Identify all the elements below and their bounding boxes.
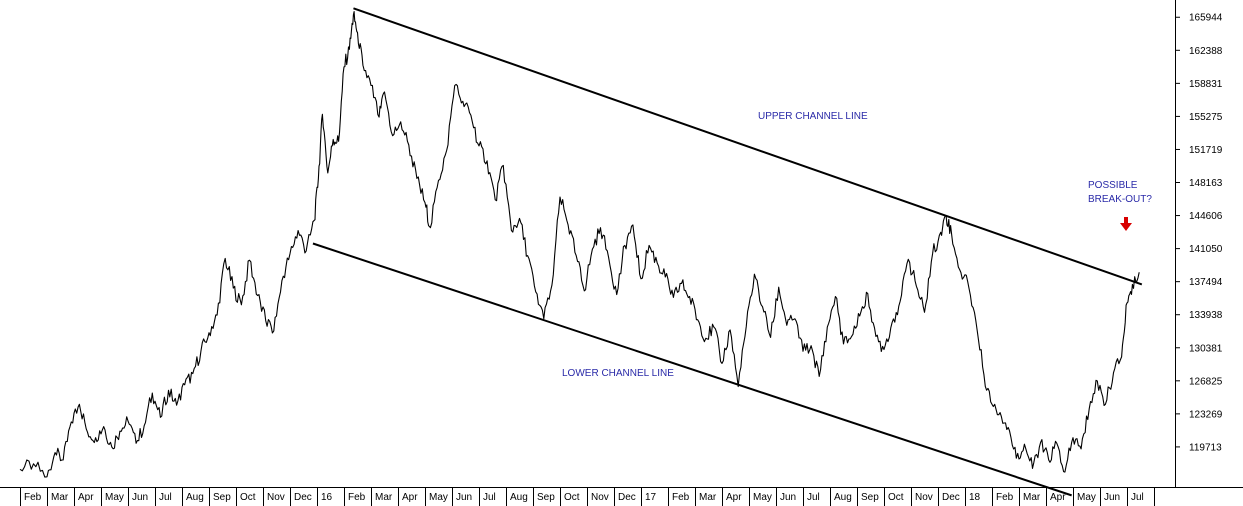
x-tick-label: Apr <box>78 492 94 503</box>
x-tick-label: Sep <box>861 492 879 503</box>
breakout-label-line2: BREAK-OUT? <box>1088 194 1152 205</box>
lower-channel-line <box>312 242 1072 497</box>
y-tick-label: 148163 <box>1189 178 1223 189</box>
x-tick-label: Sep <box>213 492 231 503</box>
y-ticks-layer: 165944 162388 158831 155275 151719 148163 1446… <box>1175 13 1223 453</box>
x-tick-label: Aug <box>186 492 204 503</box>
y-tick-label: 137494 <box>1189 277 1223 288</box>
x-tick-label: Feb <box>24 492 42 503</box>
x-tick-label: Nov <box>591 492 609 503</box>
down-arrow-icon <box>1120 217 1132 231</box>
x-tick-label: Feb <box>672 492 690 503</box>
annotations-layer: UPPER CHANNEL LINE LOWER CHANNEL LINE PO… <box>562 111 1152 379</box>
x-tick-label: Mar <box>699 492 717 503</box>
x-tick-label: Apr <box>402 492 418 503</box>
x-tick-label: Mar <box>51 492 69 503</box>
y-tick-label: 133938 <box>1189 310 1223 321</box>
x-tick-label: Jul <box>807 492 820 503</box>
x-tick-label: Mar <box>1023 492 1041 503</box>
x-tick-label: Jul <box>159 492 172 503</box>
x-tick-label: Oct <box>888 492 904 503</box>
y-tick-label: 151719 <box>1189 145 1223 156</box>
lower-channel-label: LOWER CHANNEL LINE <box>562 368 674 379</box>
x-tick-label: Oct <box>240 492 256 503</box>
x-ticks-layer: Feb Mar Apr May Jun Jul Aug Sep Oct Nov Dec 16 Feb Ma… <box>20 487 1155 506</box>
x-tick-label: Feb <box>996 492 1014 503</box>
x-tick-label: Apr <box>726 492 742 503</box>
x-tick-label: Nov <box>915 492 933 503</box>
y-tick-label: 130381 <box>1189 343 1223 354</box>
x-tick-label: Sep <box>537 492 555 503</box>
x-tick-label: Oct <box>564 492 580 503</box>
x-tick-label: Nov <box>267 492 285 503</box>
axes-layer <box>0 0 1243 488</box>
y-tick-label: 126825 <box>1189 376 1223 387</box>
channel-lines-layer <box>312 7 1143 497</box>
x-tick-label: 16 <box>321 492 333 503</box>
y-tick-label: 165944 <box>1189 13 1223 24</box>
x-tick-label: Mar <box>375 492 393 503</box>
x-tick-label: Feb <box>348 492 366 503</box>
x-tick-label: Aug <box>510 492 528 503</box>
x-tick-label: May <box>105 492 124 503</box>
y-tick-label: 155275 <box>1189 112 1223 123</box>
series-layer <box>19 11 1140 478</box>
x-tick-label: Dec <box>942 492 960 503</box>
y-tick-label: 158831 <box>1189 79 1223 90</box>
x-tick-label: May <box>429 492 448 503</box>
x-tick-label: Jun <box>1104 492 1120 503</box>
breakout-label-line1: POSSIBLE <box>1088 180 1138 191</box>
y-tick-label: 119713 <box>1189 442 1222 453</box>
x-tick-label: Jun <box>456 492 472 503</box>
x-tick-label: Jul <box>1131 492 1144 503</box>
x-tick-label: Jul <box>483 492 496 503</box>
x-tick-label: May <box>753 492 772 503</box>
y-tick-label: 144606 <box>1189 211 1223 222</box>
x-tick-label: Dec <box>294 492 312 503</box>
y-tick-label: 123269 <box>1189 409 1223 420</box>
upper-channel-line <box>353 7 1143 286</box>
upper-channel-label: UPPER CHANNEL LINE <box>758 111 868 122</box>
x-tick-label: Jun <box>132 492 148 503</box>
x-tick-label: 18 <box>969 492 981 503</box>
x-tick-label: Aug <box>834 492 852 503</box>
x-tick-label: 17 <box>645 492 657 503</box>
y-tick-label: 162388 <box>1189 46 1223 57</box>
x-tick-label: Dec <box>618 492 636 503</box>
x-tick-label: Apr <box>1050 492 1066 503</box>
y-tick-label: 141050 <box>1189 244 1223 255</box>
x-tick-label: Jun <box>780 492 796 503</box>
x-tick-label: May <box>1077 492 1096 503</box>
price-series-line <box>19 11 1140 478</box>
